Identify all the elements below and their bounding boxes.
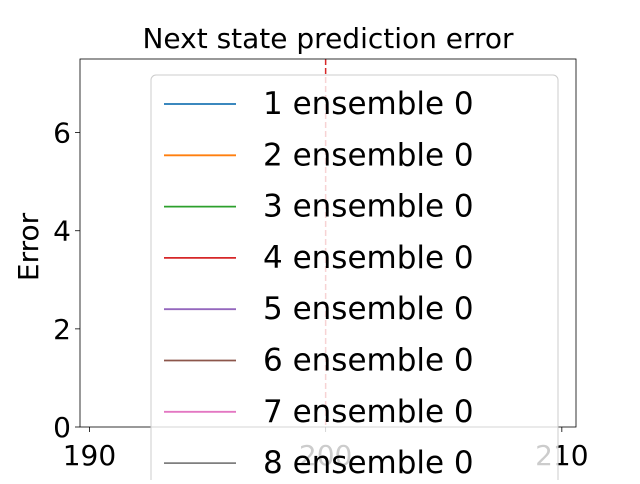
legend-box xyxy=(150,74,559,484)
y-tick-label-6: 6 xyxy=(53,117,71,150)
legend-label-5: 5 ensemble 0 xyxy=(263,291,474,327)
legend-label-2: 2 ensemble 0 xyxy=(263,137,474,173)
legend: 1 ensemble 0 2 ensemble 0 3 ensemble 0 4 en… xyxy=(150,74,559,484)
y-tick-label-0: 0 xyxy=(53,411,71,444)
legend-label-8: 8 ensemble 0 xyxy=(263,445,474,480)
y-axis-label: Error xyxy=(12,212,45,281)
y-tick-label-4: 4 xyxy=(53,215,71,248)
legend-label-1: 1 ensemble 0 xyxy=(263,86,474,122)
legend-label-7: 7 ensemble 0 xyxy=(263,394,474,430)
x-tick-label-190: 190 xyxy=(63,439,116,472)
legend-label-6: 6 ensemble 0 xyxy=(263,343,474,379)
legend-label-3: 3 ensemble 0 xyxy=(263,189,474,225)
chart-title: Next state prediction error xyxy=(142,22,514,55)
y-tick-label-2: 2 xyxy=(53,313,71,346)
legend-label-4: 4 ensemble 0 xyxy=(263,240,474,276)
